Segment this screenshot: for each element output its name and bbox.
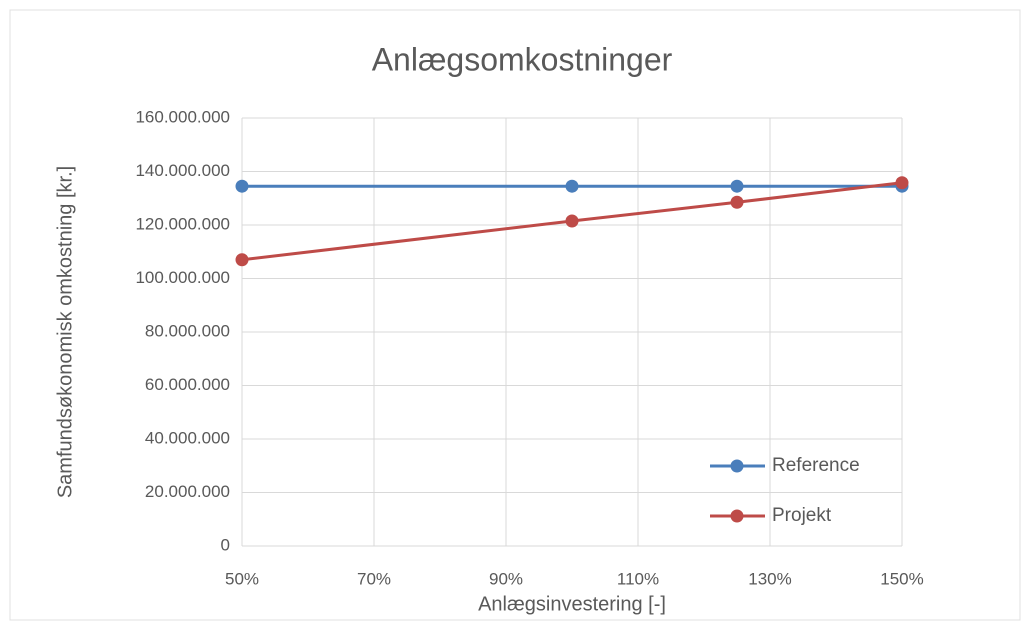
x-tick-label: 150% — [880, 569, 923, 588]
legend-label: Reference — [772, 455, 860, 476]
chart-title: Anlægsomkostninger — [372, 41, 673, 77]
marker — [895, 176, 909, 190]
legend-marker — [730, 509, 744, 523]
legend-label: Projekt — [772, 505, 832, 526]
y-tick-label: 140.000.000 — [135, 161, 230, 180]
marker — [730, 195, 744, 209]
marker — [235, 253, 249, 267]
x-tick-label: 110% — [617, 569, 659, 588]
y-tick-label: 100.000.000 — [135, 268, 230, 287]
marker — [565, 179, 579, 193]
y-tick-label: 120.000.000 — [135, 214, 230, 233]
x-axis-label: Anlægsinvestering [-] — [478, 593, 666, 615]
y-tick-label: 20.000.000 — [145, 482, 230, 501]
y-axis-label: Samfundsøkonomisk omkostning [kr.] — [54, 166, 76, 498]
y-tick-label: 40.000.000 — [145, 428, 230, 447]
y-tick-label: 80.000.000 — [145, 321, 230, 340]
x-tick-label: 90% — [489, 569, 523, 588]
y-tick-label: 60.000.000 — [145, 375, 230, 394]
chart-frame — [9, 9, 1021, 621]
marker — [235, 179, 249, 193]
y-tick-label: 160.000.000 — [135, 107, 230, 126]
series-line — [241, 181, 903, 262]
legend-marker — [730, 459, 744, 473]
marker — [565, 214, 579, 228]
x-tick-label: 50% — [225, 569, 259, 588]
x-tick-label: 130% — [748, 569, 791, 588]
x-tick-label: 70% — [357, 569, 391, 588]
marker — [730, 179, 744, 193]
y-tick-label: 0 — [221, 535, 230, 554]
